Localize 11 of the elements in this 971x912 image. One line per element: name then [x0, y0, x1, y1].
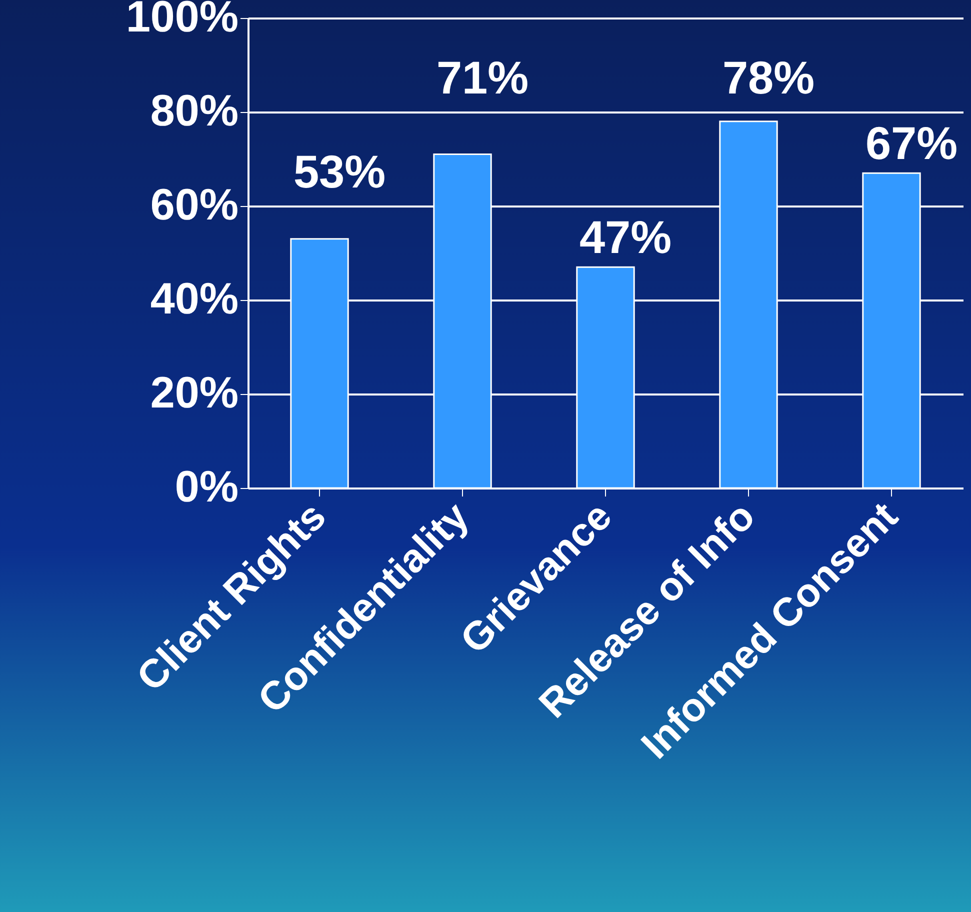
data-label: 71% [436, 51, 529, 104]
y-tick-label: 40% [150, 274, 238, 324]
data-label: 67% [865, 117, 958, 170]
y-tick-label: 20% [150, 368, 238, 418]
data-label: 78% [722, 51, 815, 104]
y-tick-label: 0% [174, 462, 238, 512]
y-tick-label: 100% [126, 0, 238, 42]
data-label: 47% [579, 211, 672, 264]
y-tick-label: 60% [150, 180, 238, 230]
data-label: 53% [293, 145, 386, 198]
y-tick-label: 80% [150, 86, 238, 136]
